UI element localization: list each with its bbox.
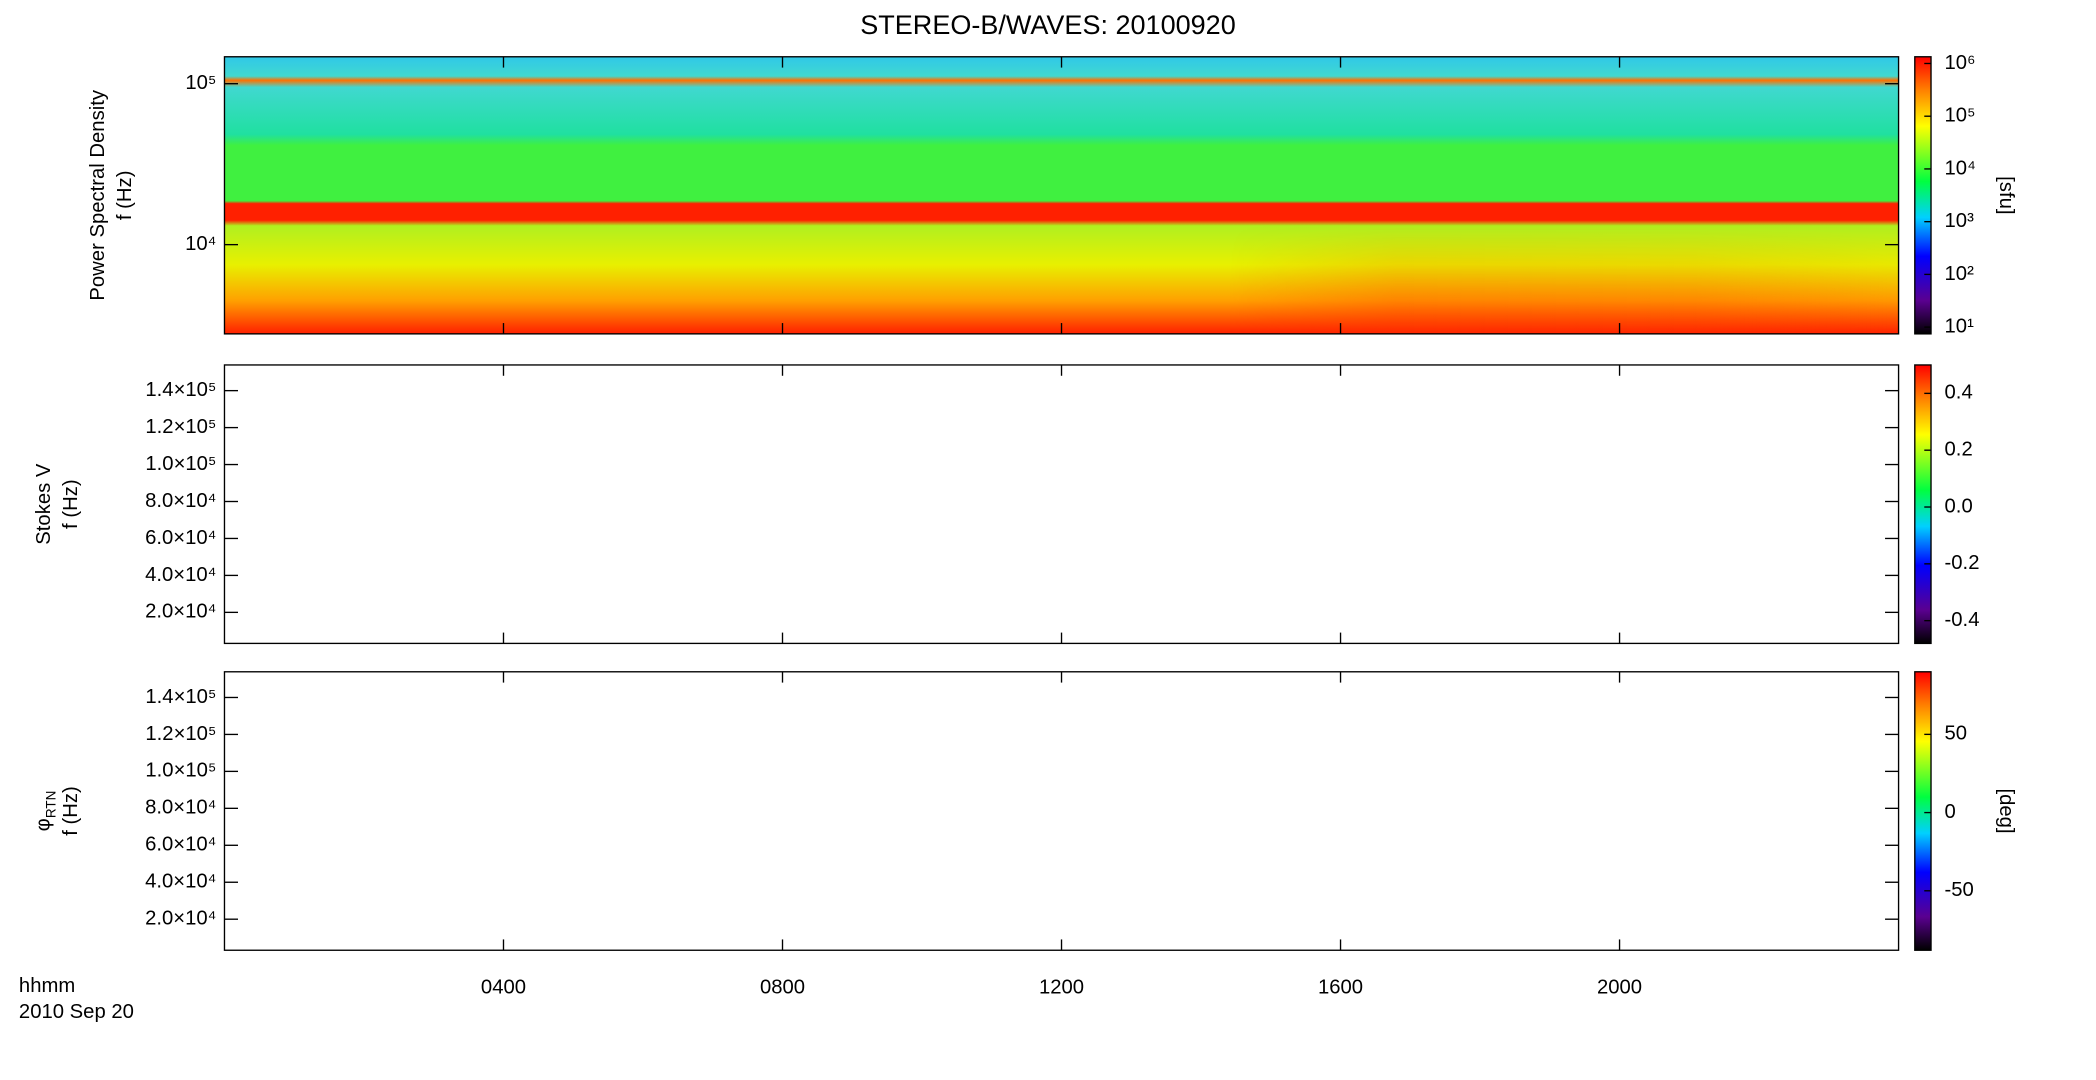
colorbar-tick-label: 0.2 xyxy=(1945,439,1973,461)
colorbar xyxy=(1914,56,1932,335)
y-axis-label: f (Hz) xyxy=(114,171,136,221)
colorbar-tick-label: 10² xyxy=(1945,263,1975,285)
y-tick-label: 8.0×10⁴ xyxy=(145,490,216,512)
plot-frame xyxy=(223,364,1900,645)
x-tick-label: 1600 xyxy=(1318,976,1363,998)
y-tick-label: 4.0×10⁴ xyxy=(145,564,216,586)
y-tick-label: 1.4×10⁵ xyxy=(145,379,216,401)
y-axis-label: f (Hz) xyxy=(60,786,82,836)
y-tick-label: 10⁴ xyxy=(185,233,216,255)
y-axis-symbol-sub: RTN xyxy=(43,791,58,819)
chart-title: STEREO-B/WAVES: 20100920 xyxy=(860,10,1235,40)
spectrogram-shade xyxy=(224,56,1899,334)
x-tick-label: 0400 xyxy=(481,976,526,998)
y-axis-label: Power Spectral Density xyxy=(87,89,109,300)
colorbar xyxy=(1914,671,1932,951)
x-tick-label: 0800 xyxy=(760,976,805,998)
y-axis-label: Stokes V xyxy=(33,463,55,545)
colorbar-tick-label: 0.0 xyxy=(1945,495,1973,517)
colorbar-tick-label: 10³ xyxy=(1945,210,1975,232)
colorbar-tick-label: 10¹ xyxy=(1945,315,1975,337)
y-axis-label: f (Hz) xyxy=(60,479,82,529)
y-tick-label: 10⁵ xyxy=(185,72,216,94)
x-tick-label: 2000 xyxy=(1597,976,1642,998)
y-tick-label: 2.0×10⁴ xyxy=(145,601,216,623)
colorbar-tick-label: -0.4 xyxy=(1945,609,1980,631)
colorbar-tick-label: 10⁴ xyxy=(1945,157,1976,179)
y-tick-label: 1.2×10⁵ xyxy=(145,723,216,745)
y-tick-label: 6.0×10⁴ xyxy=(145,527,216,549)
colorbar-label: [deg] xyxy=(1995,788,2017,833)
colorbar xyxy=(1914,364,1932,645)
colorbar-label: [sfu] xyxy=(1995,176,2017,214)
colorbar-tick-label: 0 xyxy=(1945,801,1956,823)
y-tick-label: 4.0×10⁴ xyxy=(145,871,216,893)
y-tick-label: 1.0×10⁵ xyxy=(145,760,216,782)
y-tick-label: 1.4×10⁵ xyxy=(145,686,216,708)
colorbar-tick-label: 10⁶ xyxy=(1945,52,1976,74)
x-axis-label: hhmm xyxy=(19,975,75,997)
colorbar-tick-label: 50 xyxy=(1945,723,1968,745)
colorbar-tick-label: -50 xyxy=(1945,879,1974,901)
date-label: 2010 Sep 20 xyxy=(19,1001,134,1023)
y-tick-label: 1.2×10⁵ xyxy=(145,416,216,438)
colorbar-tick-label: -0.2 xyxy=(1945,552,1980,574)
y-axis-symbol: φRTN xyxy=(33,791,58,832)
colorbar-tick-label: 0.4 xyxy=(1945,382,1973,404)
y-tick-label: 6.0×10⁴ xyxy=(145,834,216,856)
x-tick-label: 1200 xyxy=(1039,976,1084,998)
y-tick-label: 2.0×10⁴ xyxy=(145,908,216,930)
y-tick-label: 8.0×10⁴ xyxy=(145,797,216,819)
colorbar-tick-label: 10⁵ xyxy=(1945,105,1976,127)
y-tick-label: 1.0×10⁵ xyxy=(145,453,216,475)
y-axis-symbol-main: φ xyxy=(33,818,55,831)
plot-frame xyxy=(223,671,1900,951)
